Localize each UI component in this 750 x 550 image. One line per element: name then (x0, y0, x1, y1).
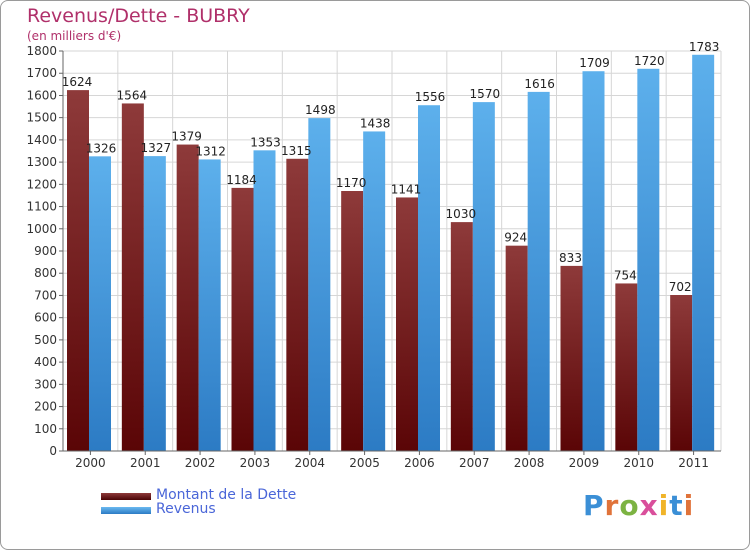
y-tick-label: 1200 (26, 177, 57, 191)
x-tick-label: 2000 (75, 456, 106, 470)
x-tick-label: 2002 (185, 456, 216, 470)
value-label: 1312 (195, 144, 226, 158)
bar-dette (121, 103, 144, 451)
legend-label-dette: Montant de la Dette (156, 487, 297, 503)
value-label: 1326 (86, 141, 117, 155)
bar-dette (615, 283, 638, 451)
chart-title: Revenus/Dette - BUBRY (27, 5, 250, 27)
bar-revenus (692, 54, 715, 452)
y-tick-label: 1400 (26, 133, 57, 147)
logo-letter: i (683, 489, 695, 522)
y-tick-label: 100 (34, 422, 57, 436)
value-label: 1616 (524, 77, 555, 91)
legend-label-revenus: Revenus (156, 501, 216, 517)
value-label: 1564 (117, 88, 148, 102)
bar-revenus (308, 118, 331, 451)
y-tick-label: 700 (34, 288, 57, 302)
x-tick-label: 2008 (514, 456, 545, 470)
value-label: 754 (614, 268, 637, 282)
bar-dette (560, 265, 583, 451)
bar-dette (341, 191, 364, 451)
bar-dette (505, 245, 528, 451)
legend-swatch-revenus (101, 507, 151, 514)
value-label: 1783 (689, 40, 720, 54)
chart-subtitle: (en milliers d'€) (27, 29, 122, 43)
value-label: 1720 (634, 54, 665, 68)
y-tick-label: 1300 (26, 155, 57, 169)
bar-dette (450, 222, 473, 451)
x-tick-label: 2003 (240, 456, 271, 470)
x-tick-label: 2005 (349, 456, 380, 470)
bar-revenus (582, 71, 605, 451)
axes: 0 100 200 300 400 500 600 700 800 900 1000 1100 1200… (26, 44, 721, 470)
y-tick-label: 1500 (26, 111, 57, 125)
y-tick-label: 800 (34, 266, 57, 280)
logo-letter: t (669, 489, 684, 522)
y-tick-label: 600 (34, 311, 57, 325)
value-label: 1498 (305, 103, 336, 117)
logo-letter: i (658, 489, 670, 522)
y-tick-label: 300 (34, 377, 57, 391)
logo-letter: o (619, 489, 640, 522)
logo-letter: x (639, 489, 659, 522)
value-label: 1570 (470, 87, 501, 101)
y-tick-label: 500 (34, 333, 57, 347)
value-label: 833 (559, 251, 582, 265)
bar-dette (231, 187, 254, 451)
value-label: 1141 (391, 182, 422, 196)
bar-revenus (143, 156, 166, 451)
bar-revenus (418, 105, 440, 451)
bar-dette (396, 197, 418, 451)
bar-revenus (637, 68, 660, 452)
value-label: 1184 (226, 173, 257, 187)
proxiti-logo: Proxiti (583, 489, 694, 522)
value-label: 1556 (415, 90, 446, 104)
bar-revenus (89, 156, 111, 452)
y-tick-label: 0 (49, 444, 57, 458)
y-tick-label: 1100 (26, 200, 57, 214)
bar-revenus (472, 102, 495, 451)
value-label: 1315 (281, 144, 312, 158)
x-tick-label: 2011 (678, 456, 709, 470)
value-label: 1353 (250, 135, 281, 149)
value-label: 1170 (336, 176, 367, 190)
y-tick-label: 900 (34, 244, 57, 258)
bar-revenus (198, 159, 221, 451)
y-tick-label: 1000 (26, 222, 57, 236)
value-label: 1438 (360, 116, 391, 130)
legend-swatch-dette (101, 493, 151, 500)
value-label: 1030 (446, 207, 477, 221)
value-label: 702 (669, 280, 692, 294)
y-tick-label: 1700 (26, 66, 57, 80)
value-label: 1379 (171, 130, 202, 144)
bars (67, 54, 715, 452)
y-tick-label: 400 (34, 355, 57, 369)
x-tick-label: 2009 (569, 456, 600, 470)
bar-dette (286, 158, 309, 451)
logo-letter: P (583, 489, 605, 522)
x-tick-label: 2006 (404, 456, 435, 470)
bar-dette (67, 90, 89, 451)
bar-revenus (253, 150, 276, 452)
logo-letter: r (604, 489, 620, 522)
y-tick-label: 200 (34, 400, 57, 414)
bar-revenus (363, 131, 386, 451)
x-tick-label: 2010 (623, 456, 654, 470)
value-label: 1327 (141, 141, 172, 155)
x-tick-label: 2001 (130, 456, 161, 470)
y-tick-label: 1800 (26, 44, 57, 58)
bar-dette (176, 144, 199, 452)
value-label: 1624 (62, 75, 93, 89)
value-label: 924 (504, 231, 527, 245)
x-tick-label: 2004 (294, 456, 325, 470)
value-label: 1709 (579, 56, 610, 70)
y-tick-label: 1600 (26, 88, 57, 102)
bar-dette (670, 295, 693, 451)
x-tick-label: 2007 (459, 456, 490, 470)
bar-revenus (527, 91, 550, 451)
